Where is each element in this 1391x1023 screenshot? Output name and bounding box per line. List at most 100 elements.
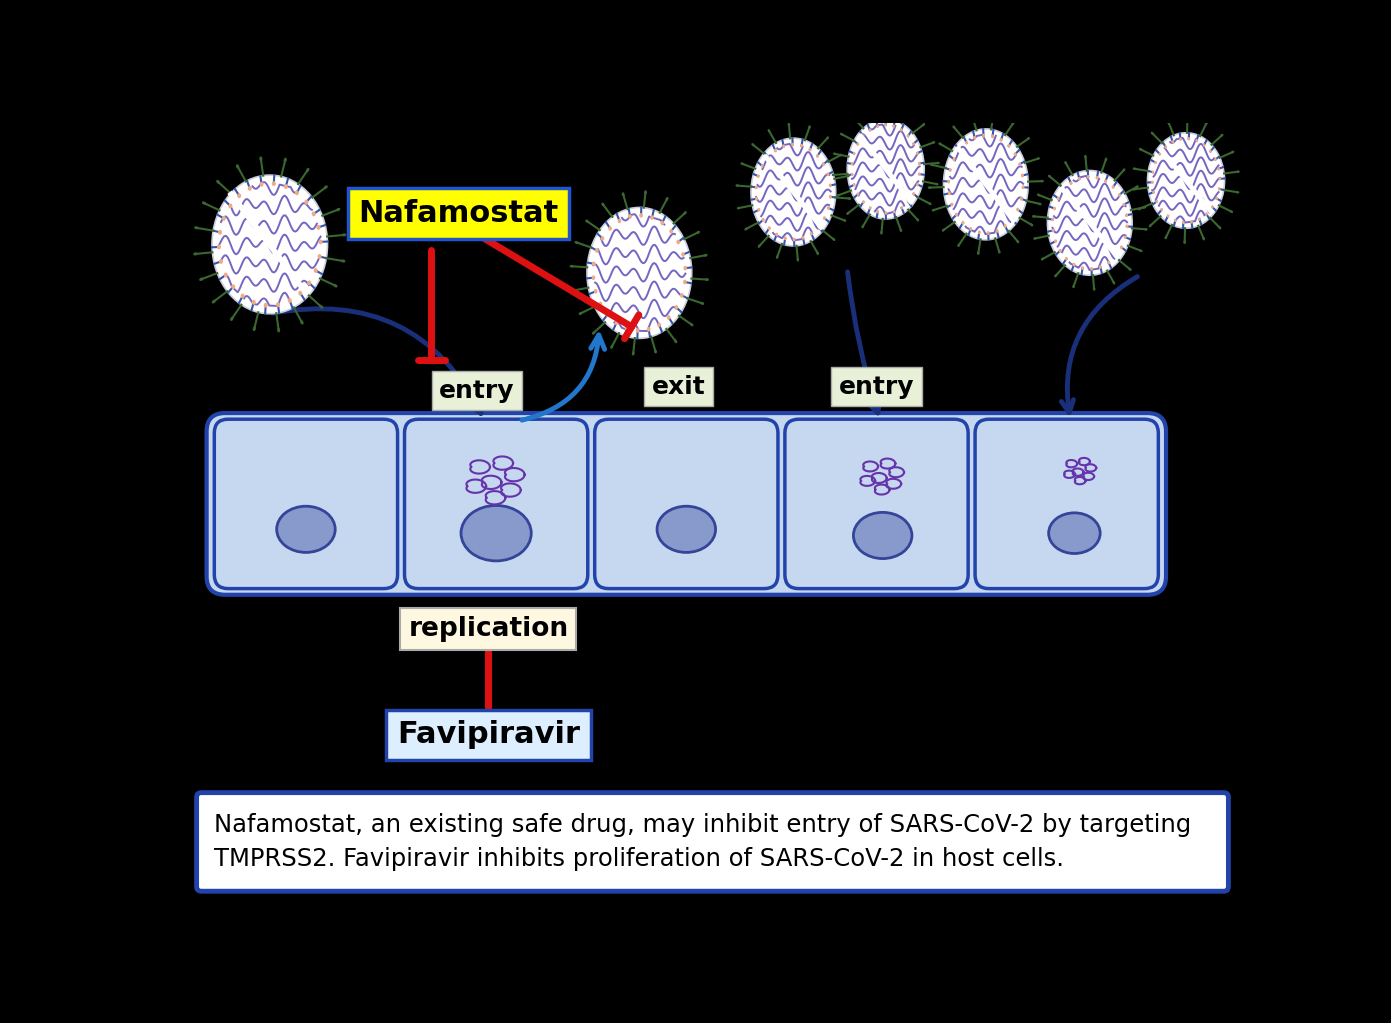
Ellipse shape <box>224 272 228 277</box>
Ellipse shape <box>1021 174 1024 177</box>
Ellipse shape <box>236 193 241 198</box>
Ellipse shape <box>974 136 976 140</box>
Ellipse shape <box>705 278 709 281</box>
Ellipse shape <box>936 162 940 165</box>
Ellipse shape <box>1004 224 1007 228</box>
Ellipse shape <box>1064 162 1067 165</box>
Ellipse shape <box>857 142 860 146</box>
Ellipse shape <box>1214 158 1217 162</box>
Ellipse shape <box>917 183 919 186</box>
Ellipse shape <box>947 191 950 195</box>
Ellipse shape <box>755 196 758 201</box>
Ellipse shape <box>1167 215 1170 218</box>
Ellipse shape <box>900 128 903 132</box>
Ellipse shape <box>832 237 836 241</box>
Ellipse shape <box>574 241 579 244</box>
Ellipse shape <box>1209 149 1212 153</box>
Ellipse shape <box>1202 236 1205 240</box>
Ellipse shape <box>810 231 812 235</box>
Ellipse shape <box>953 126 956 129</box>
Ellipse shape <box>1091 267 1093 271</box>
Ellipse shape <box>260 182 263 186</box>
Ellipse shape <box>757 208 761 212</box>
Ellipse shape <box>1093 286 1095 291</box>
Ellipse shape <box>341 260 345 263</box>
Ellipse shape <box>917 218 919 222</box>
Ellipse shape <box>647 327 651 331</box>
Ellipse shape <box>640 213 643 218</box>
Ellipse shape <box>766 155 769 160</box>
Ellipse shape <box>1123 169 1125 172</box>
FancyBboxPatch shape <box>214 419 398 588</box>
Ellipse shape <box>1149 224 1152 227</box>
Ellipse shape <box>221 216 225 221</box>
Ellipse shape <box>949 168 951 172</box>
Ellipse shape <box>932 141 935 144</box>
Ellipse shape <box>1128 268 1132 271</box>
Ellipse shape <box>284 184 288 189</box>
Ellipse shape <box>1104 179 1107 183</box>
Ellipse shape <box>682 253 684 257</box>
Ellipse shape <box>893 210 896 214</box>
Ellipse shape <box>591 275 595 280</box>
Ellipse shape <box>1212 206 1214 209</box>
Ellipse shape <box>277 327 280 332</box>
Ellipse shape <box>885 123 887 127</box>
Ellipse shape <box>900 206 903 210</box>
Ellipse shape <box>907 201 910 204</box>
Ellipse shape <box>236 165 239 169</box>
Ellipse shape <box>305 199 309 205</box>
Ellipse shape <box>1096 176 1099 179</box>
Ellipse shape <box>854 513 912 559</box>
Ellipse shape <box>211 175 327 314</box>
Ellipse shape <box>950 203 953 207</box>
Ellipse shape <box>851 173 854 176</box>
Ellipse shape <box>1049 513 1100 553</box>
Ellipse shape <box>288 298 292 303</box>
Ellipse shape <box>306 168 309 172</box>
Ellipse shape <box>971 116 974 119</box>
Ellipse shape <box>669 229 673 233</box>
Ellipse shape <box>1132 188 1136 190</box>
Ellipse shape <box>861 225 864 228</box>
Ellipse shape <box>317 225 320 230</box>
Ellipse shape <box>947 180 950 183</box>
Ellipse shape <box>1142 206 1146 209</box>
Ellipse shape <box>751 138 836 246</box>
Ellipse shape <box>817 154 819 158</box>
Ellipse shape <box>1032 215 1036 218</box>
Ellipse shape <box>1070 181 1072 185</box>
Ellipse shape <box>1118 193 1121 196</box>
Ellipse shape <box>797 258 798 262</box>
Ellipse shape <box>958 148 961 151</box>
Ellipse shape <box>1203 143 1206 146</box>
Ellipse shape <box>1184 240 1187 244</box>
Ellipse shape <box>823 216 826 220</box>
Ellipse shape <box>932 209 936 212</box>
Ellipse shape <box>965 141 968 144</box>
Ellipse shape <box>833 152 837 155</box>
Ellipse shape <box>1027 137 1029 140</box>
Ellipse shape <box>791 143 794 146</box>
Ellipse shape <box>986 231 989 235</box>
Ellipse shape <box>675 305 677 310</box>
Ellipse shape <box>826 173 829 176</box>
Ellipse shape <box>1059 249 1061 253</box>
Ellipse shape <box>953 158 956 162</box>
Ellipse shape <box>618 219 622 223</box>
Ellipse shape <box>1219 226 1221 229</box>
Ellipse shape <box>862 134 865 138</box>
Ellipse shape <box>1054 239 1057 243</box>
FancyBboxPatch shape <box>207 413 1166 594</box>
Ellipse shape <box>912 192 915 195</box>
Ellipse shape <box>1231 150 1234 153</box>
Ellipse shape <box>1040 180 1043 182</box>
Ellipse shape <box>918 162 921 166</box>
Ellipse shape <box>622 192 625 196</box>
Ellipse shape <box>298 291 302 296</box>
Ellipse shape <box>241 294 245 299</box>
Ellipse shape <box>868 128 871 132</box>
Ellipse shape <box>334 284 338 287</box>
Ellipse shape <box>1111 185 1114 189</box>
Text: exit: exit <box>652 374 705 399</box>
